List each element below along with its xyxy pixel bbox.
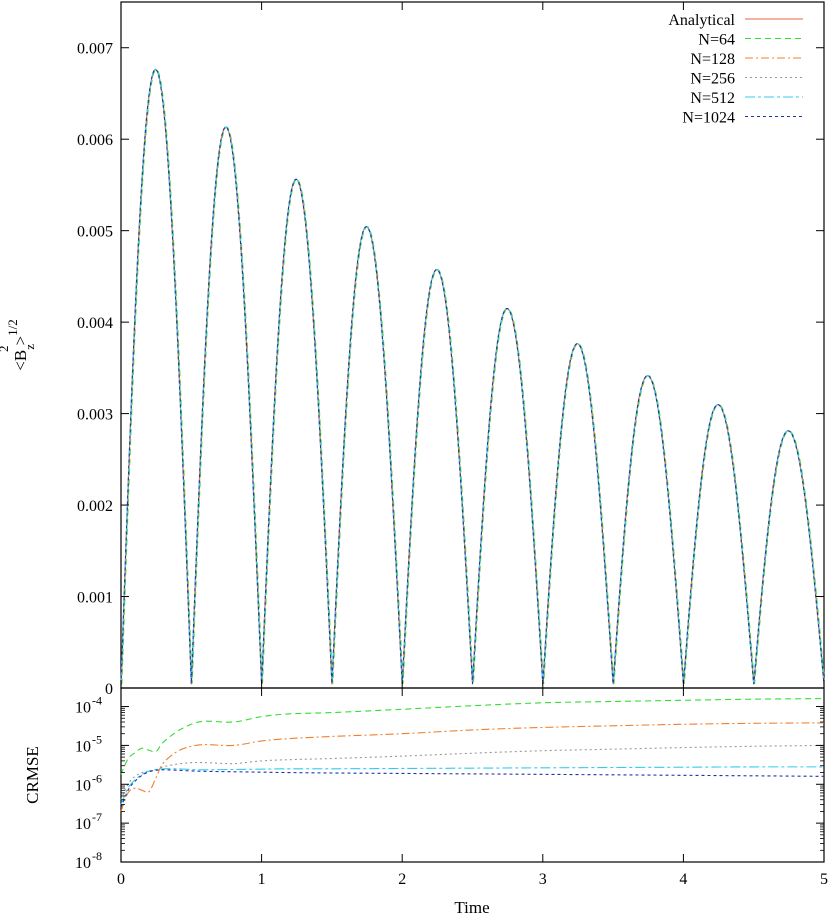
bottom-y-tick-exponent: -8 xyxy=(92,849,102,863)
bottom-series-line-n-256 xyxy=(120,744,825,800)
top-series-line-n-128 xyxy=(120,68,825,685)
x-tick-label: 4 xyxy=(679,871,687,888)
top-y-axis-label: <Bz2>1/2 xyxy=(0,319,37,370)
top-y-tick-label: 0.005 xyxy=(77,224,113,241)
bottom-y-tick-label: 10 xyxy=(75,816,91,833)
bottom-y-tick-label: 10 xyxy=(75,777,91,794)
x-tick-label: 3 xyxy=(539,871,547,888)
bottom-plot-frame xyxy=(120,687,825,863)
top-series-line-n-64 xyxy=(120,68,825,685)
bottom-y-tick-label: 10 xyxy=(75,738,91,755)
top-y-tick-label: 0 xyxy=(105,681,113,698)
bottom-y-tick-label: 10 xyxy=(75,700,91,717)
top-y-tick-label: 0.003 xyxy=(77,407,113,424)
legend-label: N=1024 xyxy=(682,110,735,127)
x-axis: 0 1 2 3 4 5 xyxy=(117,688,828,888)
x-tick-label: 5 xyxy=(820,871,828,888)
top-y-axis: 0 0.001 0.002 0.003 0.004 0.005 0.006 0.007 xyxy=(77,2,825,698)
bottom-series-line-n-128 xyxy=(120,722,825,812)
bottom-y-tick-exponent: -5 xyxy=(92,732,102,746)
legend-label: Analytical xyxy=(668,12,735,29)
legend-label: N=128 xyxy=(690,51,735,68)
legend: Analytical N=64 N=128 N=256 N=512 N=1024 xyxy=(668,12,803,127)
bottom-series-line-n-64 xyxy=(120,698,825,775)
bottom-y-tick-label: 10 xyxy=(75,855,91,872)
top-series-line-n-1024 xyxy=(120,68,825,685)
top-series-line-n-256 xyxy=(120,68,825,685)
top-y-tick-label: 0.002 xyxy=(77,498,113,515)
x-tick-label: 2 xyxy=(398,871,406,888)
top-y-tick-label: 0.007 xyxy=(77,41,113,58)
legend-label: N=512 xyxy=(690,90,735,107)
bottom-y-axis-label: CRMSE xyxy=(23,746,42,804)
bottom-y-tick-exponent: -6 xyxy=(92,771,102,785)
bottom-y-tick-exponent: -7 xyxy=(92,810,102,824)
bottom-series-group xyxy=(120,698,825,812)
legend-label: N=64 xyxy=(698,32,735,49)
top-series-line-analytical xyxy=(120,68,825,685)
legend-label: N=256 xyxy=(690,71,735,88)
top-y-tick-label: 0.004 xyxy=(77,315,113,332)
bottom-series-line-n-1024 xyxy=(120,769,825,808)
x-tick-label: 1 xyxy=(258,871,266,888)
top-y-tick-label: 0.006 xyxy=(77,132,113,149)
bottom-series-line-n-512 xyxy=(120,766,825,805)
x-tick-label: 0 xyxy=(117,871,125,888)
top-series-line-n-512 xyxy=(120,68,825,685)
top-series-group xyxy=(120,68,825,685)
x-axis-label: Time xyxy=(454,898,489,917)
top-y-tick-label: 0.001 xyxy=(77,590,113,607)
bottom-y-tick-exponent: -4 xyxy=(92,694,102,708)
bottom-y-axis: 10-810-710-610-510-4 xyxy=(75,694,824,872)
